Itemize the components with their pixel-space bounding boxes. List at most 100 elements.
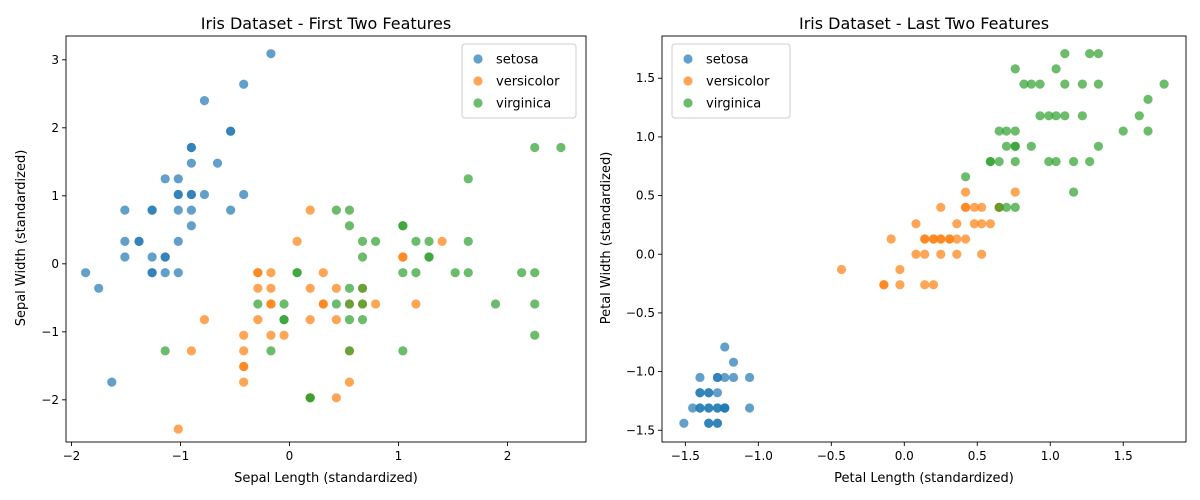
data-point (398, 252, 408, 262)
data-point (331, 205, 341, 215)
data-point (1026, 141, 1036, 151)
x-tick-label: 0.5 (968, 449, 987, 463)
x-tick-label: −0.5 (817, 449, 846, 463)
y-tick-label: 0.0 (636, 247, 655, 261)
data-point (994, 156, 1004, 167)
data-point (985, 156, 996, 167)
x-tick-label: −2 (63, 449, 81, 463)
data-point (530, 268, 540, 278)
data-point (695, 372, 705, 383)
data-point (199, 189, 210, 200)
data-point (266, 49, 276, 59)
data-point (226, 205, 236, 215)
legend-marker (683, 76, 693, 86)
data-point (1010, 64, 1020, 74)
data-point (936, 249, 946, 259)
data-point (969, 219, 979, 229)
data-point (994, 202, 1004, 212)
data-point (253, 268, 263, 278)
data-point (279, 299, 289, 309)
data-point (344, 221, 355, 231)
data-point (398, 268, 408, 278)
data-point (398, 346, 408, 356)
data-point (226, 126, 236, 136)
data-point (1085, 156, 1095, 167)
y-tick-label: −0.5 (626, 306, 655, 320)
y-axis-label: Sepal Width (standardized) (14, 150, 29, 327)
data-point (437, 236, 447, 246)
x-tick-label: −1.0 (744, 449, 773, 463)
data-point (411, 236, 421, 246)
y-tick-label: −1 (41, 325, 59, 339)
data-point (186, 346, 196, 356)
data-point (977, 202, 987, 212)
data-point (160, 252, 170, 262)
data-point (911, 219, 921, 229)
legend-label: setosa (496, 53, 539, 68)
x-tick-label: 0.0 (895, 449, 914, 463)
series-setosa (679, 342, 755, 428)
y-tick-label: −2 (41, 393, 59, 407)
data-point (936, 202, 946, 212)
data-point (357, 283, 368, 293)
data-point (1001, 202, 1012, 212)
data-point (720, 342, 730, 352)
legend-label: versicolor (496, 75, 560, 90)
data-point (292, 236, 302, 246)
data-point (331, 283, 341, 293)
data-point (1010, 156, 1020, 167)
data-point (357, 299, 368, 309)
data-point (530, 142, 540, 153)
data-point (712, 388, 723, 398)
y-tick-label: −1.5 (626, 423, 655, 437)
data-point (952, 234, 962, 244)
data-point (1010, 126, 1020, 136)
data-point (318, 299, 328, 309)
y-tick-label: −1.0 (626, 365, 655, 379)
data-point (173, 205, 183, 215)
data-point (836, 264, 847, 275)
data-point (969, 202, 979, 212)
data-point (1093, 79, 1104, 89)
data-point (1069, 156, 1079, 167)
data-point (253, 314, 263, 325)
data-point (81, 268, 91, 278)
data-point (411, 299, 421, 309)
data-point (679, 418, 689, 428)
data-point (344, 346, 355, 356)
data-point (952, 249, 962, 259)
data-point (1077, 79, 1087, 89)
data-point (977, 249, 987, 259)
y-tick-label: 1.0 (636, 130, 655, 144)
data-point (1051, 156, 1061, 167)
data-point (1134, 111, 1144, 121)
data-point (186, 221, 196, 231)
data-point (490, 299, 501, 309)
y-tick-label: 1.5 (636, 71, 655, 85)
data-point (398, 221, 408, 231)
data-point (186, 142, 196, 153)
data-point (960, 187, 971, 197)
data-point (944, 234, 955, 244)
data-point (1001, 126, 1012, 136)
data-point (960, 234, 971, 244)
data-point (1143, 94, 1153, 104)
data-point (1060, 49, 1070, 59)
legend-marker (473, 98, 483, 108)
legend-box (461, 43, 577, 119)
legend-marker (683, 98, 693, 108)
series-virginica (960, 49, 1169, 212)
data-point (720, 372, 730, 383)
legend-marker (683, 54, 693, 64)
data-point (318, 268, 328, 278)
data-point (266, 299, 276, 309)
data-point (147, 205, 157, 215)
data-point (920, 280, 930, 290)
data-point (1051, 111, 1061, 121)
data-point (357, 252, 368, 262)
data-point (704, 403, 714, 413)
data-point (344, 314, 355, 325)
data-point (463, 268, 473, 278)
series-setosa (81, 49, 276, 387)
data-point (331, 314, 341, 325)
